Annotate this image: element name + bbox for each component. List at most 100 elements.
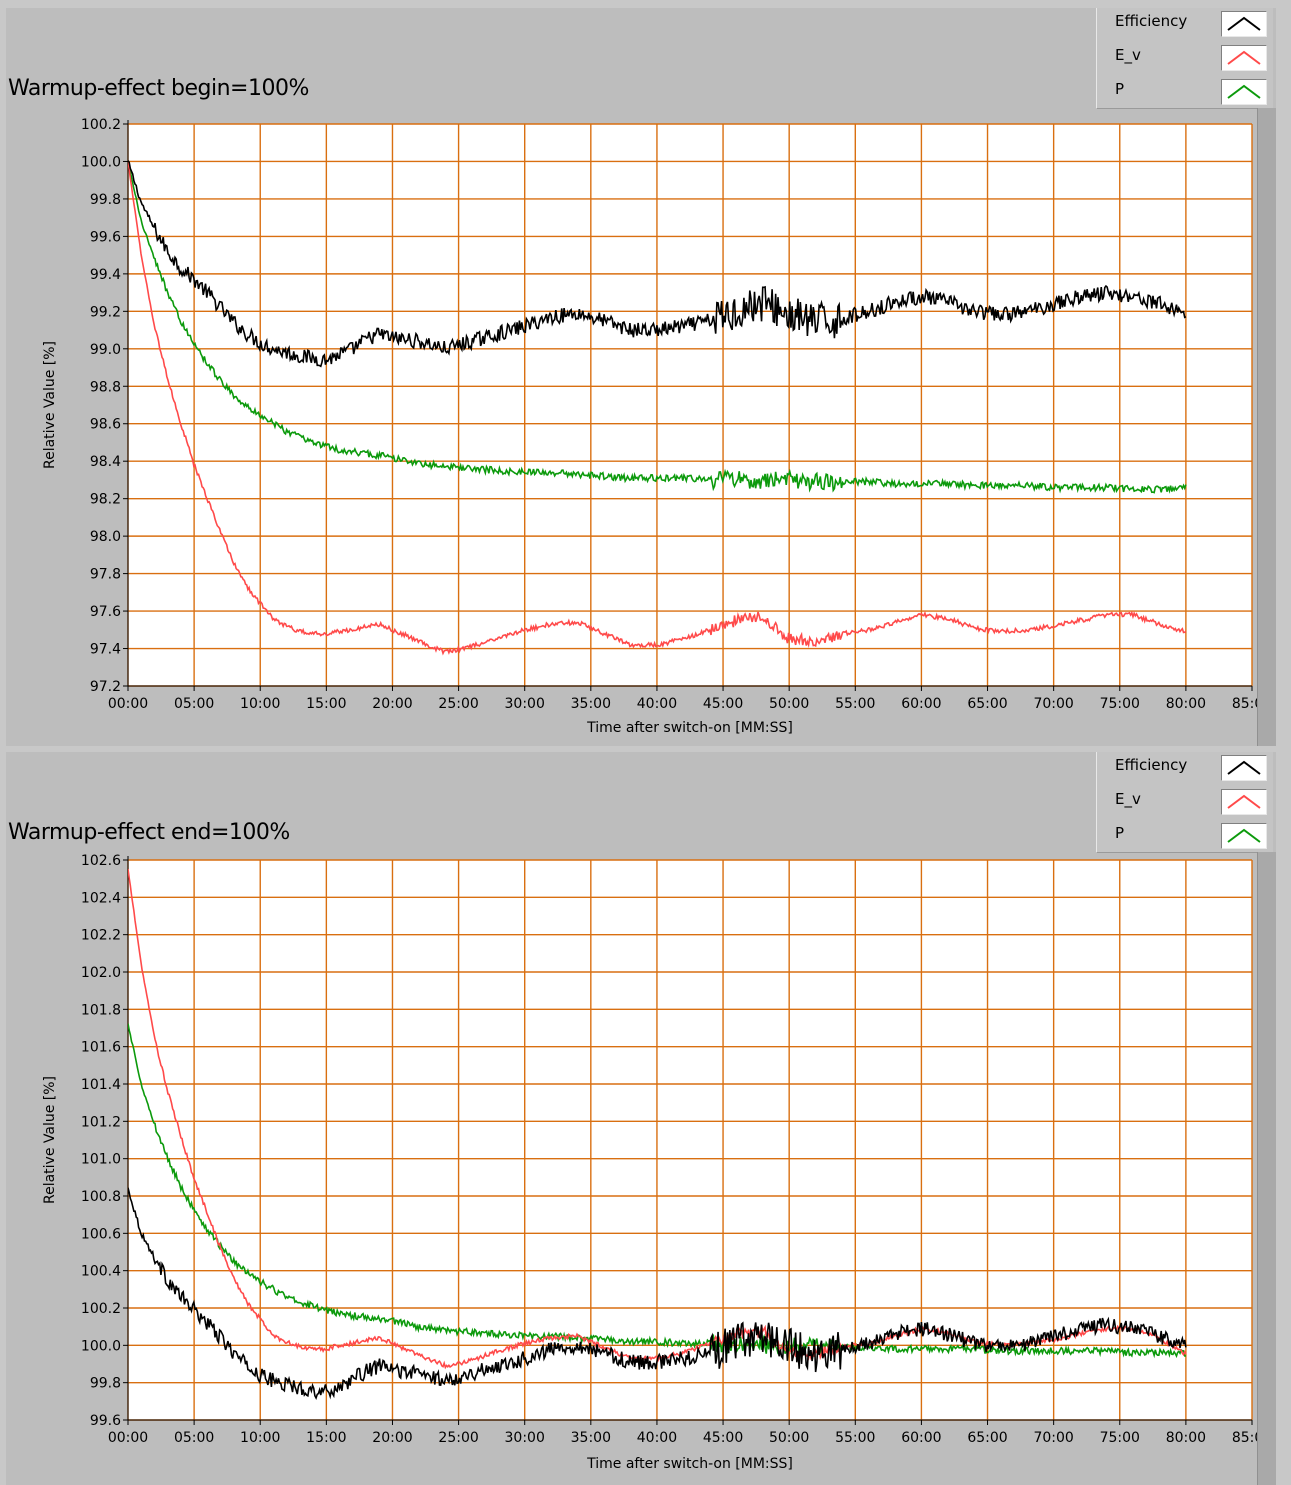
x-tick-label: 55:00 [835,1430,875,1446]
y-tick-label: 98.8 [90,379,121,395]
x-tick-label: 15:00 [306,1430,346,1446]
legend-label: Efficiency [1115,12,1188,30]
line-style-swatch[interactable] [1221,755,1267,781]
y-tick-label: 99.6 [90,229,121,245]
legend: Efficiency E_v P [1096,752,1273,853]
x-tick-label: 20:00 [372,696,412,712]
series-line-e-v [128,161,1187,656]
y-tick-label: 101.6 [81,1040,121,1056]
swatch-line [1227,16,1261,31]
y-tick-label: 97.6 [90,604,121,620]
y-tick-label: 99.2 [90,304,121,320]
y-tick-label: 98.0 [90,529,121,545]
y-tick-label: 99.6 [90,1413,121,1429]
y-tick-label: 100.2 [81,117,121,133]
swatch-line [1227,84,1261,99]
x-axis-label: Time after switch-on [MM:SS] [586,1456,793,1472]
x-tick-label: 65:00 [967,696,1007,712]
x-tick-label: 35:00 [571,1430,611,1446]
series-line-efficiency [128,1187,1187,1401]
legend-entry-efficiency[interactable]: Efficiency [1097,8,1273,42]
x-tick-label: 05:00 [174,1430,214,1446]
line-chart-top: 00:00 05:00 10:00 15:00 20:00 25:00 30:00 35:00… [42,117,1272,736]
x-tick-label: 45:00 [703,696,743,712]
legend: Efficiency E_v P [1096,8,1273,109]
x-tick-label: 50:00 [769,696,809,712]
x-tick-label: 20:00 [372,1430,412,1446]
y-tick-label: 99.8 [90,192,121,208]
legend-entry-p[interactable]: P [1097,820,1273,854]
line-style-swatch[interactable] [1221,79,1267,105]
panel-edge [1257,108,1276,746]
x-tick-label: 25:00 [438,696,478,712]
legend-entry-e-v[interactable]: E_v [1097,786,1273,820]
y-tick-label: 102.6 [81,853,121,869]
panel-edge [1257,852,1276,1485]
x-tick-label: 00:00 [108,696,148,712]
x-tick-label: 40:00 [637,696,677,712]
y-tick-label: 99.0 [90,342,121,358]
x-tick-label: 50:00 [769,1430,809,1446]
y-tick-label: 102.4 [81,890,121,906]
y-tick-label: 100.8 [81,1189,121,1205]
x-tick-label: 40:00 [637,1430,677,1446]
x-tick-label: 65:00 [967,1430,1007,1446]
y-tick-label: 100.2 [81,1301,121,1317]
y-tick-label: 101.8 [81,1002,121,1018]
line-style-swatch[interactable] [1221,11,1267,37]
chart-title: Warmup-effect begin=100% [8,76,309,101]
legend-entry-p[interactable]: P [1097,76,1273,110]
x-tick-label: 10:00 [240,1430,280,1446]
x-tick-label: 70:00 [1033,1430,1073,1446]
swatch-line [1227,828,1261,843]
y-tick-label: 98.4 [90,454,121,470]
x-tick-label: 15:00 [306,696,346,712]
legend-label: P [1115,80,1125,98]
y-tick-label: 100.6 [81,1226,121,1242]
series-line-efficiency [128,160,1187,368]
swatch-line [1227,50,1261,65]
y-tick-label: 101.0 [81,1152,121,1168]
x-tick-label: 25:00 [438,1430,478,1446]
x-axis-label: Time after switch-on [MM:SS] [586,720,793,736]
y-tick-label: 99.4 [90,267,121,283]
line-chart-bottom: 00:00 05:00 10:00 15:00 20:00 25:00 30:00 35:00… [42,853,1272,1472]
legend-label: E_v [1115,46,1141,64]
legend-label: P [1115,824,1125,842]
line-style-swatch[interactable] [1221,45,1267,71]
x-tick-label: 35:00 [571,696,611,712]
y-tick-label: 100.4 [81,1264,121,1280]
x-tick-label: 70:00 [1033,696,1073,712]
y-tick-label: 97.4 [90,642,121,658]
x-tick-label: 00:00 [108,1430,148,1446]
x-tick-label: 75:00 [1100,1430,1140,1446]
y-tick-label: 99.8 [90,1376,121,1392]
y-tick-label: 97.8 [90,567,121,583]
y-axis-label: Relative Value [%] [42,341,58,469]
chart-panel-top: Warmup-effect begin=100% Efficiency E_v … [6,8,1276,746]
x-tick-label: 55:00 [835,696,875,712]
y-axis-label: Relative Value [%] [42,1076,58,1204]
legend-label: Efficiency [1115,756,1188,774]
x-tick-label: 60:00 [901,696,941,712]
legend-label: E_v [1115,790,1141,808]
line-style-swatch[interactable] [1221,789,1267,815]
swatch-line [1227,760,1261,775]
series-line-p [128,160,1187,494]
plot-area[interactable] [128,860,1252,1420]
y-tick-label: 100.0 [81,154,121,170]
y-tick-label: 98.6 [90,417,121,433]
legend-entry-efficiency[interactable]: Efficiency [1097,752,1273,786]
x-tick-label: 80:00 [1166,1430,1206,1446]
x-tick-label: 10:00 [240,696,280,712]
swatch-line [1227,794,1261,809]
chart-title: Warmup-effect end=100% [8,820,290,845]
x-tick-label: 30:00 [505,1430,545,1446]
line-style-swatch[interactable] [1221,823,1267,849]
x-tick-label: 30:00 [505,696,545,712]
legend-entry-e-v[interactable]: E_v [1097,42,1273,76]
plot-area[interactable] [128,124,1252,686]
y-tick-label: 101.4 [81,1077,121,1093]
y-tick-label: 102.0 [81,965,121,981]
chart-panel-bottom: Warmup-effect end=100% Efficiency E_v P … [6,752,1276,1485]
